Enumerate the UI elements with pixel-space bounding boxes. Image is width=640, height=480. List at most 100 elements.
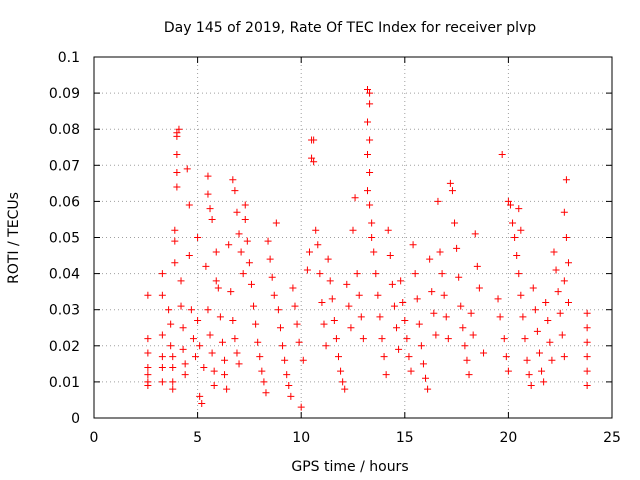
data-point [444, 335, 452, 343]
data-point [583, 324, 591, 332]
data-point [465, 371, 473, 379]
data-point [158, 378, 166, 386]
data-point [395, 345, 403, 353]
y-tick-label: 0.05 [49, 231, 80, 247]
data-point [158, 363, 166, 371]
data-point [351, 194, 359, 202]
data-point [158, 331, 166, 339]
data-point [233, 349, 241, 357]
data-point [531, 306, 539, 314]
data-point [239, 270, 247, 278]
data-point [397, 277, 405, 285]
data-point [198, 400, 206, 408]
data-point [345, 302, 353, 310]
data-point [245, 259, 253, 267]
data-point [494, 295, 502, 303]
data-point [374, 291, 382, 299]
data-point [515, 270, 523, 278]
data-point [364, 150, 372, 158]
data-point [467, 309, 475, 317]
data-point [564, 298, 572, 306]
data-point [158, 291, 166, 299]
data-point [221, 371, 229, 379]
data-point [417, 342, 425, 350]
data-point [523, 356, 531, 364]
chart-title: Day 145 of 2019, Rate Of TEC Index for r… [164, 20, 536, 36]
data-point [525, 371, 533, 379]
data-point [376, 313, 384, 321]
data-point [206, 331, 214, 339]
data-point [529, 284, 537, 292]
data-point [457, 302, 465, 310]
data-point [538, 367, 546, 375]
y-tick-label: 0.07 [49, 158, 80, 174]
data-point [509, 219, 517, 227]
data-point [200, 363, 208, 371]
data-point [419, 360, 427, 368]
data-point [291, 302, 299, 310]
x-tick-label: 25 [603, 430, 621, 446]
data-point [225, 241, 233, 249]
data-point [256, 353, 264, 361]
data-point [380, 353, 388, 361]
data-point [231, 187, 239, 195]
x-tick-label: 20 [499, 430, 517, 446]
x-tick-labels: 0 5 10 15 20 25 [90, 430, 621, 446]
data-point [270, 291, 278, 299]
data-point [276, 324, 284, 332]
data-point [405, 353, 413, 361]
data-point [285, 382, 293, 390]
data-point [424, 385, 432, 393]
y-tick-label: 0.08 [49, 122, 80, 138]
data-point [295, 338, 303, 346]
data-point [169, 353, 177, 361]
data-point [560, 353, 568, 361]
y-tick-label: 0.09 [49, 86, 80, 102]
data-point [562, 234, 570, 241]
data-point [515, 205, 523, 213]
x-tick-label: 15 [396, 430, 414, 446]
data-point [500, 335, 508, 343]
data-point [353, 270, 361, 278]
data-point [378, 335, 386, 343]
data-point [175, 125, 183, 133]
data-point [287, 392, 295, 400]
data-point [554, 288, 562, 296]
data-point [179, 324, 187, 332]
data-point [556, 309, 564, 317]
data-point [428, 288, 436, 296]
data-point [469, 331, 477, 339]
data-point [347, 324, 355, 332]
data-point [196, 342, 204, 350]
data-point [297, 403, 305, 411]
data-point [310, 158, 318, 166]
data-point [533, 327, 541, 335]
data-point [480, 349, 488, 357]
data-point [212, 248, 220, 256]
data-point [281, 356, 289, 364]
data-point [196, 392, 204, 400]
data-point [475, 284, 483, 292]
data-point [339, 378, 347, 386]
x-tick-label: 10 [292, 430, 310, 446]
data-point [210, 367, 218, 375]
data-point [318, 298, 326, 306]
data-point [173, 150, 181, 158]
data-point [390, 302, 398, 310]
data-point [177, 302, 185, 310]
data-point [332, 335, 340, 343]
data-point [229, 317, 237, 325]
data-point [303, 266, 311, 274]
data-point [544, 317, 552, 325]
data-point [299, 356, 307, 364]
data-point [328, 295, 336, 303]
data-point [430, 309, 438, 317]
data-point [357, 313, 365, 321]
data-point [403, 335, 411, 343]
data-point [370, 248, 378, 256]
data-point [322, 342, 330, 350]
data-point [171, 226, 179, 234]
data-point [550, 248, 558, 256]
data-point [409, 241, 417, 249]
data-point [208, 349, 216, 357]
